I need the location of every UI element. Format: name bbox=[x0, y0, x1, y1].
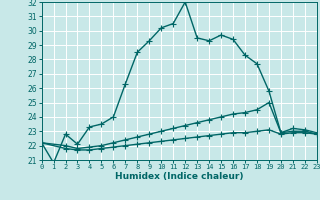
X-axis label: Humidex (Indice chaleur): Humidex (Indice chaleur) bbox=[115, 172, 244, 181]
